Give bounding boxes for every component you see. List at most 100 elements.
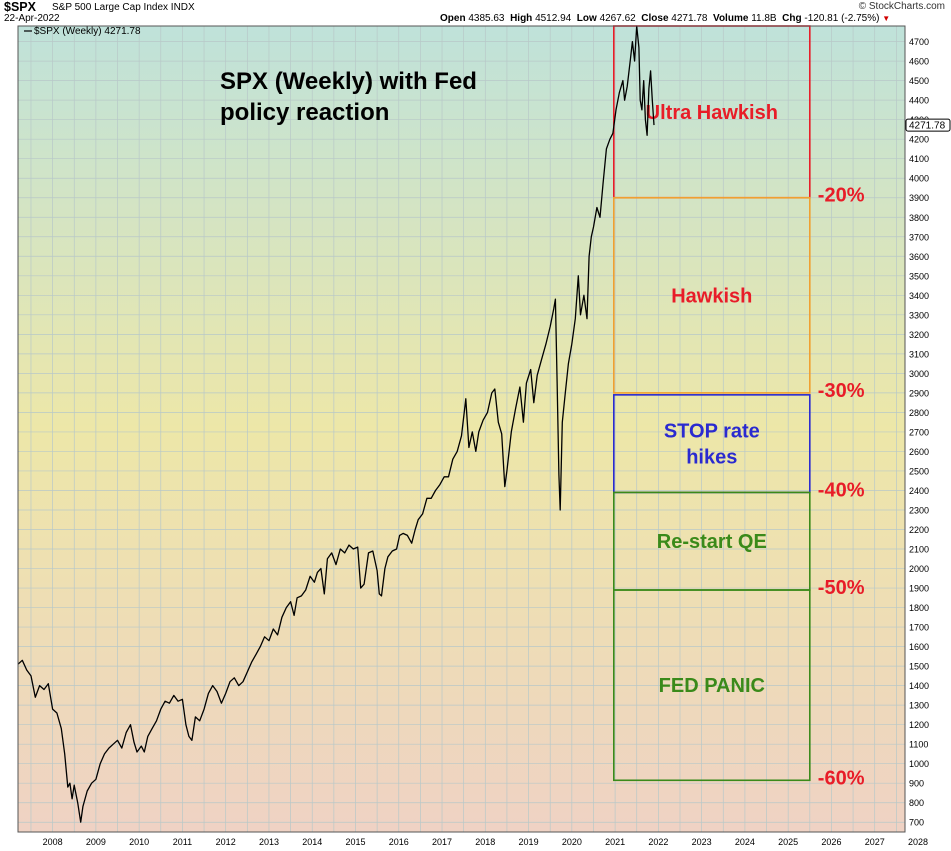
x-tick-label: 2024 xyxy=(735,837,755,847)
y-tick-label: 700 xyxy=(909,818,924,828)
x-tick-label: 2018 xyxy=(475,837,495,847)
chart-header: $SPX S&P 500 Large Cap Index INDX 22-Apr… xyxy=(0,0,951,24)
x-tick-label: 2020 xyxy=(562,837,582,847)
fed-zones: Ultra Hawkish -20% Hawkish -30% STOP rate hik… xyxy=(613,25,865,789)
y-tick-label: 2800 xyxy=(909,408,929,418)
x-tick-label: 2028 xyxy=(908,837,928,847)
pct-drawdown-label: -20% xyxy=(818,185,865,207)
zone-label: Hawkish xyxy=(671,285,752,307)
y-tick-label: 1100 xyxy=(909,740,928,750)
x-tick-label: 2026 xyxy=(821,837,841,847)
y-tick-label: 4200 xyxy=(909,135,929,145)
x-tick-label: 2010 xyxy=(129,837,149,847)
y-tick-label: 1600 xyxy=(909,642,929,652)
y-tick-label: 4000 xyxy=(909,174,929,184)
zone-label: hikes xyxy=(686,447,737,469)
high-label: High xyxy=(510,13,533,24)
y-tick-label: 1000 xyxy=(909,759,929,769)
x-tick-label: 2014 xyxy=(302,837,322,847)
zone-label: STOP rate xyxy=(664,421,760,443)
x-axis: 2008 2009 2010 2011 2012 2013 2014 2015 2016 2017… xyxy=(43,837,928,847)
y-tick-label: 2600 xyxy=(909,447,929,457)
x-tick-label: 2022 xyxy=(648,837,668,847)
y-tick-label: 3900 xyxy=(909,193,929,203)
y-tick-label: 2700 xyxy=(909,427,929,437)
plot-border xyxy=(17,25,906,833)
x-tick-label: 2012 xyxy=(216,837,236,847)
chart-date: 22-Apr-2022 xyxy=(4,13,60,24)
chg-value: -120.81 (-2.75%) xyxy=(804,13,880,24)
annotation-title-line1: SPX (Weekly) with Fed xyxy=(220,68,477,95)
y-tick-label: 1300 xyxy=(909,701,929,711)
open-label: Open xyxy=(440,13,466,24)
y-tick-label: 2000 xyxy=(909,564,929,574)
ohlc-readout: Open 4385.63 High 4512.94 Low 4267.62 Cl… xyxy=(440,13,890,24)
x-tick-label: 2025 xyxy=(778,837,798,847)
zone-label: Ultra Hawkish xyxy=(646,102,778,124)
y-tick-label: 2100 xyxy=(909,545,929,555)
y-tick-label: 3400 xyxy=(909,291,929,301)
y-tick-label: 4700 xyxy=(909,37,929,47)
y-axis: 700 800 900 1000 1100 1200 1300 1400 1500 1600 170… xyxy=(909,37,929,828)
plot-background xyxy=(18,26,905,832)
close-value: 4271.78 xyxy=(671,13,708,24)
y-tick-label: 1400 xyxy=(909,681,929,691)
y-tick-label: 3800 xyxy=(909,213,929,223)
high-value: 4512.94 xyxy=(535,13,572,24)
y-tick-label: 3300 xyxy=(909,310,929,320)
close-label: Close xyxy=(641,13,669,24)
y-tick-label: 800 xyxy=(909,798,924,808)
y-tick-label: 900 xyxy=(909,779,924,789)
y-tick-label: 3000 xyxy=(909,369,929,379)
last-value-label: 4271.78 xyxy=(909,121,946,132)
grid xyxy=(18,26,905,832)
down-triangle-icon: ▼ xyxy=(882,14,891,23)
y-tick-label: 1200 xyxy=(909,720,929,730)
x-tick-label: 2009 xyxy=(86,837,106,847)
y-tick-label: 1800 xyxy=(909,603,929,613)
x-tick-label: 2015 xyxy=(345,837,365,847)
low-value: 4267.62 xyxy=(599,13,636,24)
annotation-title: SPX (Weekly) with Fed policy reaction xyxy=(220,68,477,126)
x-tick-label: 2017 xyxy=(432,837,452,847)
x-tick-label: 2011 xyxy=(173,837,192,847)
y-tick-label: 2900 xyxy=(909,388,929,398)
y-tick-label: 1500 xyxy=(909,662,929,672)
brand-watermark: © StockCharts.com xyxy=(858,1,945,12)
y-tick-label: 3500 xyxy=(909,271,929,281)
ticker-symbol: $SPX xyxy=(4,0,36,14)
zone-box xyxy=(613,589,811,782)
y-tick-label: 2200 xyxy=(909,525,929,535)
y-tick-label: 3600 xyxy=(909,252,929,262)
x-tick-label: 2023 xyxy=(692,837,712,847)
y-tick-label: 4400 xyxy=(909,96,929,106)
y-tick-label: 1900 xyxy=(909,584,929,594)
y-tick-label: 4600 xyxy=(909,57,929,67)
y-tick-label: 3100 xyxy=(909,349,929,359)
x-tick-label: 2016 xyxy=(389,837,409,847)
legend-label: $SPX (Weekly) 4271.78 xyxy=(34,26,141,37)
volume-label: Volume xyxy=(713,13,749,24)
last-value-tag: 4271.78 xyxy=(905,118,951,132)
y-tick-label: 3200 xyxy=(909,330,929,340)
y-tick-label: 2400 xyxy=(909,486,929,496)
y-tick-label: 3700 xyxy=(909,232,929,242)
x-tick-label: 2027 xyxy=(865,837,885,847)
annotation-title-line2: policy reaction xyxy=(220,99,389,126)
pct-drawdown-label: -50% xyxy=(818,577,865,599)
y-tick-label: 2500 xyxy=(909,466,929,476)
x-tick-label: 2019 xyxy=(519,837,539,847)
pct-drawdown-label: -40% xyxy=(818,479,865,501)
zone-box xyxy=(613,196,811,394)
x-tick-label: 2013 xyxy=(259,837,279,847)
zone-label: FED PANIC xyxy=(659,675,765,697)
volume-value: 11.8B xyxy=(751,13,777,24)
x-tick-label: 2021 xyxy=(605,837,625,847)
pct-drawdown-label: -30% xyxy=(818,380,865,402)
legend: $SPX (Weekly) 4271.78 xyxy=(24,26,141,37)
x-tick-label: 2008 xyxy=(43,837,63,847)
chg-label: Chg xyxy=(782,13,802,24)
low-label: Low xyxy=(576,13,597,24)
zone-label: Re-start QE xyxy=(657,531,767,553)
